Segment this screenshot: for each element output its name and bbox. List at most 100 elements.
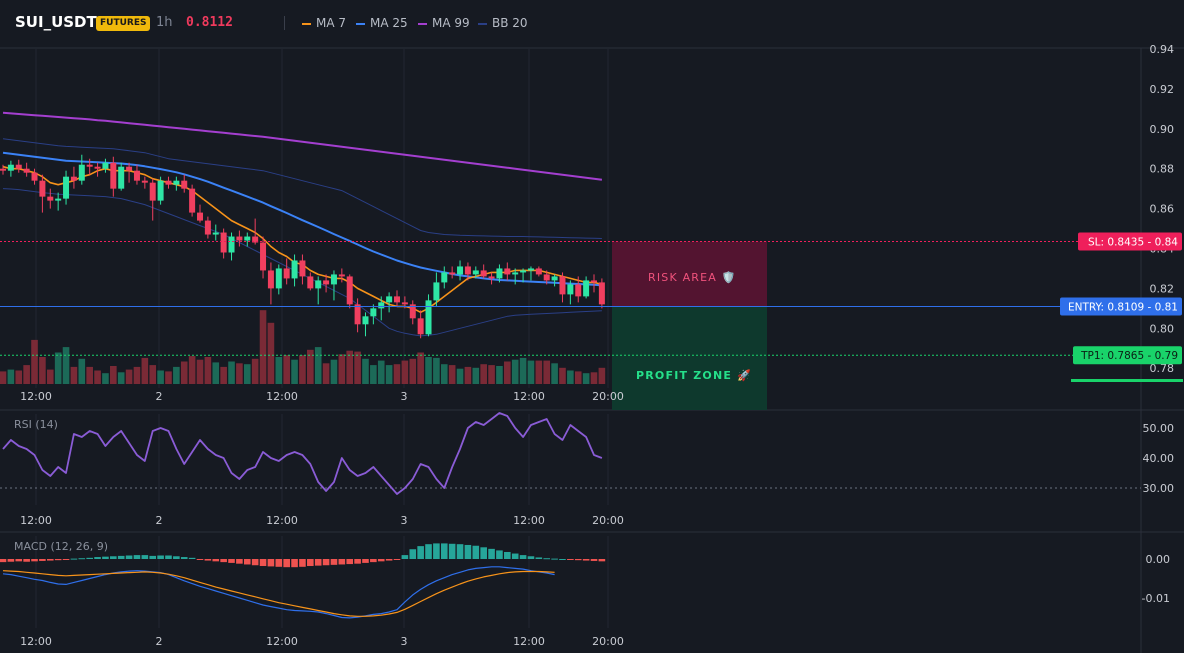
candle-body[interactable] bbox=[165, 180, 172, 185]
candle-body[interactable] bbox=[173, 180, 180, 185]
candle-body[interactable] bbox=[386, 296, 393, 303]
candle-body[interactable] bbox=[220, 232, 227, 253]
grid-layer bbox=[0, 47, 1184, 653]
candle-body[interactable] bbox=[31, 172, 38, 181]
candle-body[interactable] bbox=[70, 176, 77, 181]
candle-body[interactable] bbox=[212, 232, 219, 235]
candle-body[interactable] bbox=[63, 176, 70, 199]
candle-body[interactable] bbox=[39, 180, 46, 197]
candle-body[interactable] bbox=[591, 280, 597, 283]
candle-body[interactable] bbox=[141, 180, 148, 183]
candle-body[interactable] bbox=[425, 300, 432, 335]
candle-body[interactable] bbox=[409, 304, 416, 319]
volume-bar bbox=[464, 366, 472, 384]
candle-body[interactable] bbox=[551, 276, 558, 281]
candles-layer[interactable] bbox=[0, 154, 605, 339]
candle-body[interactable] bbox=[204, 220, 211, 235]
candle-body[interactable] bbox=[401, 302, 408, 305]
candle-body[interactable] bbox=[378, 302, 385, 309]
tp1-marker bbox=[1071, 379, 1183, 382]
candle-body[interactable] bbox=[260, 242, 267, 271]
macd-histogram-bar bbox=[165, 555, 172, 559]
candle-body[interactable] bbox=[7, 164, 14, 171]
candle-body[interactable] bbox=[441, 272, 448, 283]
candle-body[interactable] bbox=[354, 304, 361, 325]
candle-body[interactable] bbox=[346, 276, 353, 305]
volume-bar bbox=[149, 365, 157, 384]
symbol-title[interactable]: SUI_USDT bbox=[15, 13, 97, 31]
candle-body[interactable] bbox=[102, 162, 109, 169]
candle-body[interactable] bbox=[110, 162, 117, 189]
volume-bar bbox=[456, 368, 464, 384]
candle-body[interactable] bbox=[370, 308, 377, 317]
macd-histogram-bar bbox=[346, 559, 354, 565]
candle-body[interactable] bbox=[189, 188, 196, 213]
candle-body[interactable] bbox=[575, 284, 582, 297]
candle-body[interactable] bbox=[283, 268, 290, 279]
legend-ma7[interactable]: MA 7 bbox=[302, 14, 346, 32]
candle-body[interactable] bbox=[15, 164, 22, 169]
candle-body[interactable] bbox=[133, 170, 140, 181]
candle-body[interactable] bbox=[457, 266, 464, 275]
candle-body[interactable] bbox=[126, 166, 133, 171]
candle-body[interactable] bbox=[267, 270, 274, 289]
candle-body[interactable] bbox=[55, 198, 62, 201]
candle-body[interactable] bbox=[362, 316, 369, 325]
candle-body[interactable] bbox=[307, 276, 314, 289]
candle-body[interactable] bbox=[78, 164, 85, 181]
candle-body[interactable] bbox=[228, 236, 235, 253]
candle-body[interactable] bbox=[394, 296, 400, 303]
candle-body[interactable] bbox=[543, 274, 550, 281]
candle-body[interactable] bbox=[315, 280, 322, 289]
candle-body[interactable] bbox=[527, 268, 534, 271]
candle-body[interactable] bbox=[535, 268, 542, 275]
candle-body[interactable] bbox=[504, 268, 511, 275]
candle-body[interactable] bbox=[512, 272, 519, 275]
legend-ma99[interactable]: MA 99 bbox=[418, 14, 470, 32]
macd-histogram-bar bbox=[362, 559, 369, 563]
candle-body[interactable] bbox=[244, 236, 251, 241]
candle-body[interactable] bbox=[299, 260, 306, 277]
candle-body[interactable] bbox=[433, 282, 440, 301]
entry-tag-text: ENTRY: 0.8109 - 0.81 bbox=[1068, 302, 1178, 314]
candle-body[interactable] bbox=[520, 270, 527, 273]
candle-body[interactable] bbox=[598, 282, 605, 305]
legend-ma25[interactable]: MA 25 bbox=[356, 14, 408, 32]
macd-histogram-bar bbox=[567, 559, 574, 560]
candle-body[interactable] bbox=[496, 268, 503, 279]
legend-bb20[interactable]: BB 20 bbox=[478, 14, 528, 32]
candle-body[interactable] bbox=[567, 284, 574, 295]
candle-body[interactable] bbox=[323, 280, 330, 285]
candle-body[interactable] bbox=[47, 196, 54, 201]
candle-body[interactable] bbox=[252, 236, 259, 243]
timeframe-label[interactable]: 1h bbox=[156, 15, 173, 30]
candle-body[interactable] bbox=[472, 270, 479, 275]
candle-body[interactable] bbox=[275, 268, 282, 289]
candle-body[interactable] bbox=[559, 276, 566, 295]
volume-bar bbox=[70, 366, 78, 384]
candle-body[interactable] bbox=[330, 274, 337, 285]
macd-histogram-bar bbox=[393, 559, 401, 560]
candle-body[interactable] bbox=[157, 180, 164, 201]
candle-body[interactable] bbox=[197, 212, 203, 221]
candle-body[interactable] bbox=[291, 260, 298, 279]
candle-body[interactable] bbox=[236, 236, 243, 241]
candle-body[interactable] bbox=[449, 272, 456, 275]
candle-body[interactable] bbox=[23, 168, 30, 173]
candle-body[interactable] bbox=[94, 166, 101, 169]
candle-body[interactable] bbox=[86, 164, 93, 167]
candle-body[interactable] bbox=[149, 182, 156, 201]
candle-body[interactable] bbox=[480, 270, 487, 277]
macd-histogram-bar bbox=[125, 555, 133, 559]
candle-body[interactable] bbox=[417, 318, 424, 335]
candle-body[interactable] bbox=[0, 168, 6, 171]
candle-body[interactable] bbox=[181, 180, 188, 189]
candle-body[interactable] bbox=[338, 274, 345, 277]
candle-body[interactable] bbox=[464, 266, 471, 275]
candle-body[interactable] bbox=[583, 280, 590, 297]
candle-body[interactable] bbox=[118, 166, 125, 189]
macd-histogram-bar bbox=[433, 543, 440, 559]
macd-histogram-bar bbox=[157, 555, 164, 559]
candle-body[interactable] bbox=[488, 276, 495, 279]
